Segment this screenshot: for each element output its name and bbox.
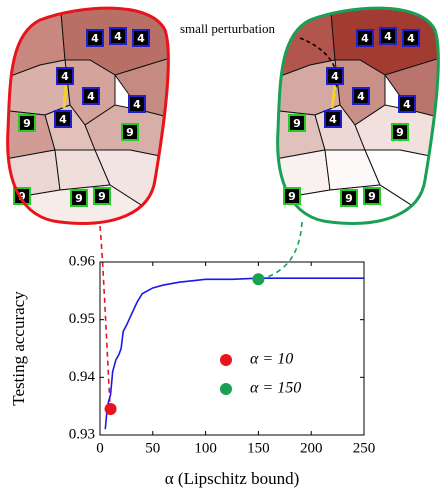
- digit-box: [340, 189, 358, 207]
- plot-frame: [99, 261, 365, 436]
- digit: 9: [396, 126, 404, 139]
- digit-box: [379, 27, 397, 45]
- digit: 4: [114, 30, 122, 43]
- connector: [261, 221, 303, 280]
- digit: 4: [361, 32, 369, 45]
- chart: 0 50 100 150 200 250 0.93 0.94 0.95 0.96 α (Lipsch…: [9, 253, 375, 487]
- digit: 9: [98, 190, 106, 203]
- digit: 4: [357, 90, 365, 103]
- annotation: small perturbation: [180, 21, 275, 36]
- digit: 9: [288, 190, 296, 203]
- digit-box: [82, 87, 100, 105]
- blob-border: [276, 6, 440, 225]
- legend-label: α = 10: [250, 351, 293, 368]
- digit: 4: [87, 90, 95, 103]
- arrow: [299, 37, 338, 93]
- y-tick-label: 0.95: [69, 311, 95, 327]
- digit-box: [56, 67, 74, 85]
- digit-box: [402, 29, 420, 47]
- digit-box: [356, 29, 374, 47]
- digits: 4 4 4 4 4 4 4 9 9 9 9 9 4 4 4 4 4 4 4 9 9 9 9 9: [13, 27, 420, 207]
- digit: 4: [384, 30, 392, 43]
- digit-box: [324, 110, 342, 128]
- x-tick-label: 100: [194, 440, 217, 456]
- digit: 9: [18, 190, 26, 203]
- digit-box: [132, 29, 150, 47]
- digit: 4: [331, 70, 339, 83]
- legend-swatch: [220, 354, 232, 366]
- legend-label: α = 150: [250, 380, 301, 397]
- digit-box: [326, 67, 344, 85]
- perturbation: [330, 85, 337, 109]
- y-tick-label: 0.93: [69, 426, 95, 442]
- digit-box: [128, 95, 146, 113]
- y-axis-label: Testing accuracy: [9, 291, 28, 406]
- digit: 4: [329, 113, 337, 126]
- x-tick-label: 150: [247, 440, 270, 456]
- x-tick-label: 250: [353, 440, 376, 456]
- digit-box: [70, 189, 88, 207]
- digit-box: [352, 87, 370, 105]
- x-tick-label: 50: [145, 440, 160, 456]
- digit-box: [283, 187, 301, 205]
- y-tick-label: 0.94: [69, 369, 96, 385]
- digit: 4: [403, 98, 411, 111]
- digit-box: [391, 123, 409, 141]
- digit: 4: [407, 32, 415, 45]
- digit: 9: [368, 190, 376, 203]
- digit: 4: [91, 32, 99, 45]
- digit-box: [121, 123, 139, 141]
- digit: 4: [137, 32, 145, 45]
- digit-box: [398, 95, 416, 113]
- digit: 4: [59, 113, 67, 126]
- marker: [104, 403, 117, 416]
- digit: 9: [293, 117, 301, 130]
- digit: 4: [133, 98, 141, 111]
- marker: [252, 273, 265, 286]
- digit: 9: [126, 126, 134, 139]
- legend-swatch: [220, 383, 232, 395]
- x-tick-label: 200: [300, 440, 323, 456]
- x-tick-label: 0: [96, 440, 104, 456]
- digit: 9: [75, 192, 83, 205]
- digit-box: [363, 187, 381, 205]
- digit-box: [93, 187, 111, 205]
- line: [104, 277, 364, 430]
- digit-box: [18, 114, 36, 132]
- x-axis-label: α (Lipschitz bound): [165, 469, 300, 488]
- digit-box: [86, 29, 104, 47]
- digit-box: [54, 110, 72, 128]
- y-tick-label: 0.96: [69, 253, 96, 269]
- digit: 4: [61, 70, 69, 83]
- digit-box: [109, 27, 127, 45]
- digit: 9: [23, 117, 31, 130]
- digit: 9: [345, 192, 353, 205]
- perturbation: [62, 85, 68, 109]
- digit-box: [288, 114, 306, 132]
- connector: [99, 225, 111, 406]
- blob-border: [6, 6, 170, 225]
